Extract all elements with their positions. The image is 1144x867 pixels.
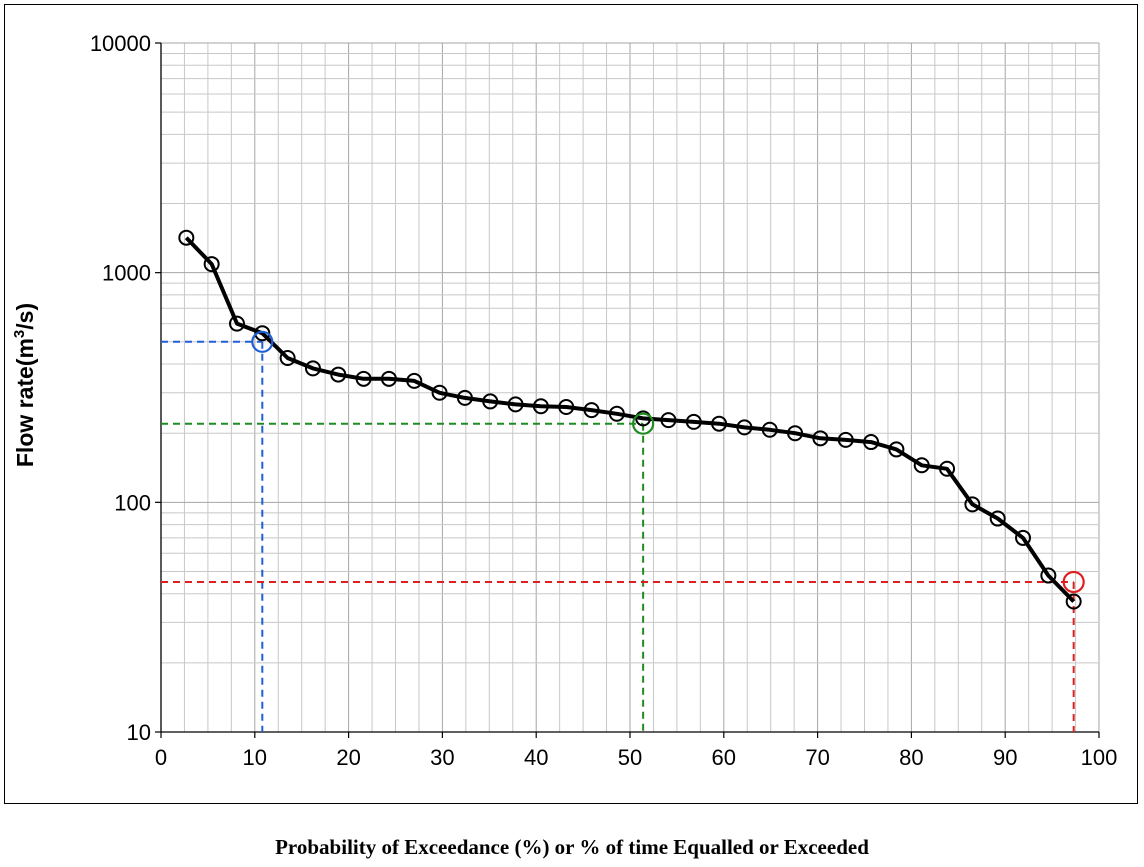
series-line <box>184 236 1076 603</box>
data-point <box>482 393 499 410</box>
highlight-point <box>632 412 655 435</box>
data-point <box>787 425 804 442</box>
data-point <box>279 350 296 367</box>
x-tick-label: 40 <box>524 745 548 770</box>
x-tick-label: 80 <box>899 745 923 770</box>
x-tick-label: 60 <box>712 745 736 770</box>
x-tick-label: 70 <box>805 745 829 770</box>
chart-frame: 0 10 20 30 40 50 60 70 80 90 100 10 100 1000 10000 Flo… <box>4 4 1138 804</box>
y-axis-label: Flow rate(m3/s) <box>11 303 38 467</box>
data-point <box>355 370 372 387</box>
x-tick-label: 100 <box>1081 745 1118 770</box>
data-point <box>228 315 245 332</box>
data-point <box>1040 567 1057 584</box>
data-point <box>685 413 702 430</box>
data-point <box>203 256 220 273</box>
highlight-markers <box>251 330 1085 594</box>
data-point <box>380 370 397 387</box>
data-point <box>1015 529 1032 546</box>
reference-lines <box>161 340 1075 732</box>
data-point <box>913 457 930 474</box>
y-tick-label: 100 <box>114 490 151 515</box>
data-point <box>761 421 778 438</box>
data-point <box>608 405 625 422</box>
data-point <box>660 412 677 429</box>
x-tick-label: 10 <box>243 745 267 770</box>
data-point <box>711 415 728 432</box>
grid <box>155 42 1100 738</box>
data-point <box>888 441 905 458</box>
data-point <box>736 419 753 436</box>
y-tick-label: 10000 <box>90 31 151 56</box>
data-point <box>812 430 829 447</box>
data-point <box>863 434 880 451</box>
data-point <box>431 384 448 401</box>
data-point <box>532 398 549 415</box>
data-point <box>507 396 524 413</box>
data-point <box>330 366 347 383</box>
data-point <box>583 402 600 419</box>
y-tick-label: 10 <box>127 720 151 745</box>
data-markers <box>178 229 1082 610</box>
x-tick-label: 20 <box>336 745 360 770</box>
data-point <box>837 431 854 448</box>
data-point <box>304 360 321 377</box>
x-tick-label: 0 <box>155 745 167 770</box>
data-point <box>635 410 652 427</box>
series <box>184 236 1076 603</box>
x-tick-label: 30 <box>430 745 454 770</box>
data-point <box>1065 593 1082 610</box>
x-tick-label: 90 <box>993 745 1017 770</box>
highlight-point <box>1062 570 1085 594</box>
x-tick-label: 50 <box>618 745 642 770</box>
data-point <box>989 510 1006 527</box>
highlight-point <box>251 330 274 353</box>
data-point <box>178 229 195 246</box>
data-point <box>939 460 956 477</box>
data-point <box>456 389 473 406</box>
data-point <box>558 399 575 416</box>
x-axis-label: Probability of Exceedance (%) or % of ti… <box>275 835 869 859</box>
y-tick-label: 1000 <box>102 261 151 286</box>
data-point <box>964 496 981 513</box>
data-point <box>406 372 423 389</box>
